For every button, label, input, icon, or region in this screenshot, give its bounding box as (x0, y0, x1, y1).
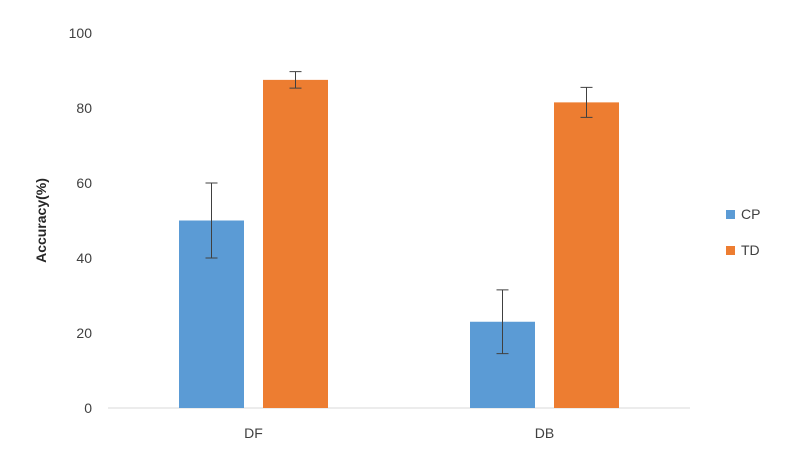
y-axis-title: Accuracy(%) (33, 178, 49, 263)
y-tick-label: 100 (69, 25, 93, 41)
legend: CP TD (726, 205, 760, 277)
x-axis-categories: DF DB (244, 425, 554, 441)
y-tick-label: 20 (76, 325, 92, 341)
y-tick-label: 0 (84, 400, 92, 416)
bar-td-db (554, 102, 619, 408)
legend-swatch-td (726, 245, 735, 255)
legend-item-td: TD (726, 241, 760, 259)
bar-td-df (263, 79, 328, 408)
error-bars (205, 71, 593, 355)
y-tick-label: 80 (76, 100, 92, 116)
legend-item-cp: CP (726, 205, 760, 223)
y-axis-ticks: 0 20 40 60 80 100 (69, 25, 93, 416)
x-category-label: DB (535, 425, 554, 441)
bars (179, 79, 619, 408)
legend-swatch-cp (726, 209, 735, 219)
x-category-label: DF (244, 425, 263, 441)
y-tick-label: 40 (76, 250, 92, 266)
legend-label-td: TD (741, 242, 760, 258)
legend-label-cp: CP (741, 206, 761, 222)
y-tick-label: 60 (76, 175, 92, 191)
